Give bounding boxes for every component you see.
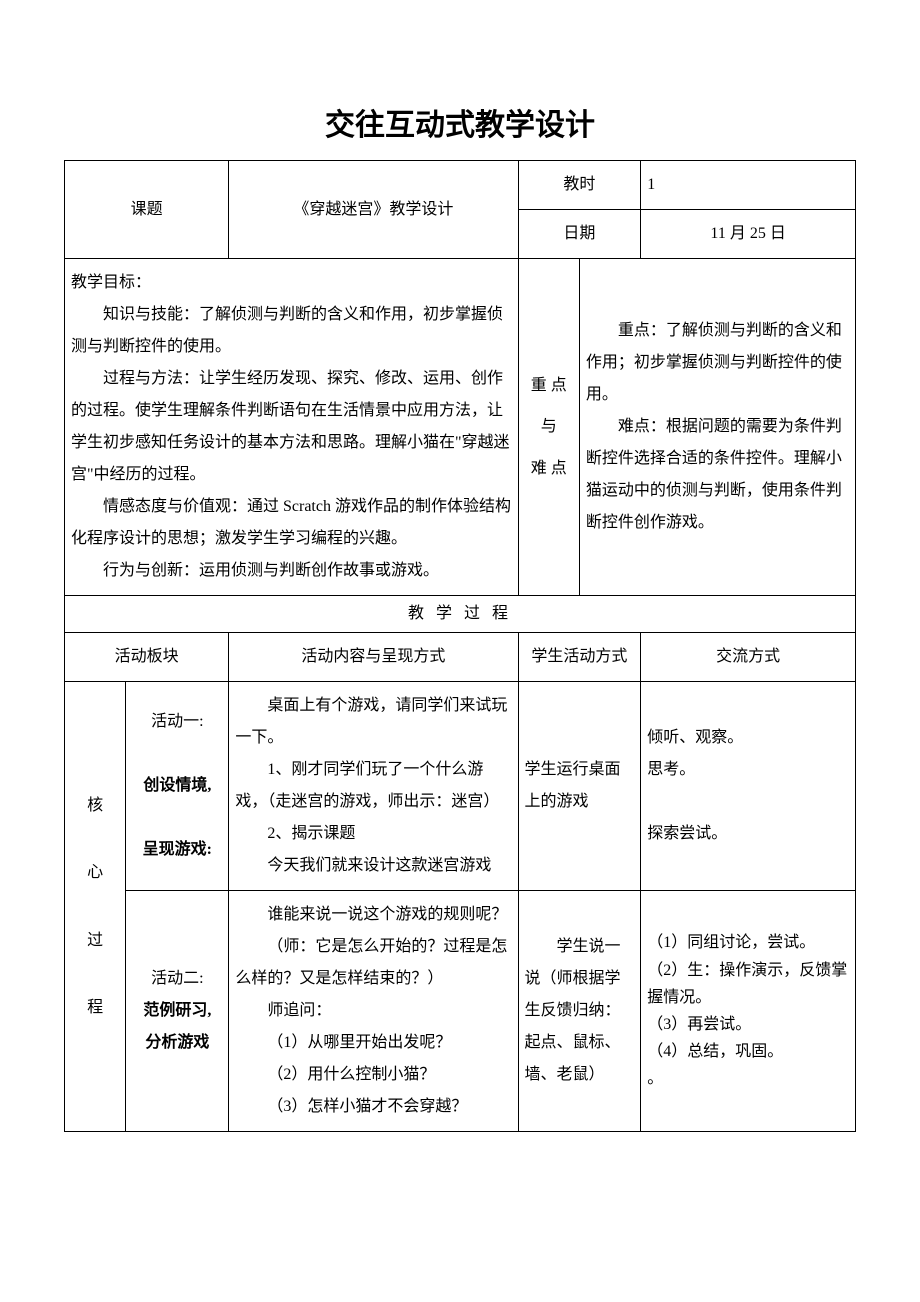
header-row-1: 课题 《穿越迷宫》教学设计 教时 1 — [65, 161, 856, 210]
objectives-p4: 行为与创新：运用侦测与判断创作故事或游戏。 — [71, 555, 512, 587]
kp-l3: 难 点 — [531, 460, 567, 477]
objectives-row: 教学目标： 知识与技能：了解侦测与判断的含义和作用，初步掌握侦测与判断控件的使用… — [65, 259, 856, 596]
jiaoshi-value: 1 — [641, 161, 856, 210]
act2-exchange: （1）同组讨论，尝试。 （2）生：操作演示，反馈掌握情况。 （3）再尝试。 （4… — [641, 891, 856, 1132]
activity-1-row: 核 心 过 程 活动一: 创设情境, 呈现游戏: 桌面上有个游戏，请同学们来试玩… — [65, 682, 856, 891]
act1-c2: 1、刚才同学们玩了一个什么游戏，（走迷宫的游戏，师出示：迷宫） — [235, 754, 511, 818]
act1-c4: 今天我们就来设计这款迷宫游戏 — [235, 850, 511, 882]
act2-e3: （3）再尝试。 — [647, 1011, 849, 1038]
act1-l2: 创设情境, — [143, 777, 211, 794]
act2-title: 活动二: 范例研习, 分析游戏 — [126, 891, 229, 1132]
keti-label: 课题 — [65, 161, 229, 259]
keypoints-cell: 重点：了解侦测与判断的含义和作用；初步掌握侦测与判断控件的使用。 难点：根据问题… — [579, 259, 855, 596]
objectives-heading: 教学目标： — [71, 267, 512, 299]
side-l1: 核 — [87, 797, 103, 814]
objectives-cell: 教学目标： 知识与技能：了解侦测与判断的含义和作用，初步掌握侦测与判断控件的使用… — [65, 259, 519, 596]
act2-c5: （2）用什么控制小猫？ — [235, 1059, 511, 1091]
side-l3: 过 — [87, 932, 103, 949]
col-exchange: 交流方式 — [641, 633, 856, 682]
act1-e2: 思考。 — [647, 754, 849, 786]
act1-content: 桌面上有个游戏，请同学们来试玩一下。 1、刚才同学们玩了一个什么游戏，（走迷宫的… — [229, 682, 518, 891]
act1-c3: 2、揭示课题 — [235, 818, 511, 850]
act1-student: 学生运行桌面上的游戏 — [518, 682, 641, 891]
keti-value: 《穿越迷宫》教学设计 — [229, 161, 518, 259]
act2-c1: 谁能来说一说这个游戏的规则呢？ — [235, 899, 511, 931]
act1-title: 活动一: 创设情境, 呈现游戏: — [126, 682, 229, 891]
act2-content: 谁能来说一说这个游戏的规则呢？ （师：它是怎么开始的？过程是怎么样的？又是怎样结… — [229, 891, 518, 1132]
lesson-plan-table: 课题 《穿越迷宫》教学设计 教时 1 日期 11 月 25 日 教学目标： 知识… — [64, 160, 856, 1132]
side-l2: 心 — [87, 864, 103, 881]
act1-l3: 呈现游戏: — [143, 841, 212, 858]
act1-l1: 活动一: — [151, 713, 203, 730]
side-l4: 程 — [87, 999, 103, 1016]
act1-e3: 探索尝试。 — [647, 818, 849, 850]
keypoints-p1: 重点：了解侦测与判断的含义和作用；初步掌握侦测与判断控件的使用。 — [586, 315, 849, 411]
act2-e5: 。 — [647, 1065, 849, 1092]
act1-c1: 桌面上有个游戏，请同学们来试玩一下。 — [235, 690, 511, 754]
page-title: 交往互动式教学设计 — [64, 100, 856, 144]
act2-student: 学生说一说（师根据学生反馈归纳：起点、鼠标、墙、老鼠） — [518, 891, 641, 1132]
act2-c2: （师：它是怎么开始的？过程是怎么样的？又是怎样结束的？） — [235, 931, 511, 995]
objectives-p2: 过程与方法：让学生经历发现、探究、修改、运用、创作的过程。使学生理解条件判断语句… — [71, 363, 512, 491]
col-content: 活动内容与呈现方式 — [229, 633, 518, 682]
columns-row: 活动板块 活动内容与呈现方式 学生活动方式 交流方式 — [65, 633, 856, 682]
act2-l1: 活动二: — [151, 970, 203, 987]
act1-exchange: 倾听、观察。 思考。 探索尝试。 — [641, 682, 856, 891]
act2-stu: 学生说一说（师根据学生反馈归纳：起点、鼠标、墙、老鼠） — [525, 931, 635, 1091]
kp-l2: 与 — [541, 418, 557, 435]
col-activity: 活动板块 — [65, 633, 229, 682]
process-header: 教 学 过 程 — [65, 596, 856, 633]
kp-l1: 重 点 — [531, 377, 567, 394]
keypoints-p2: 难点：根据问题的需要为条件判断控件选择合适的条件控件。理解小猫运动中的侦测与判断… — [586, 411, 849, 539]
act2-e4: （4）总结，巩固。 — [647, 1038, 849, 1065]
core-process-label: 核 心 过 程 — [65, 682, 126, 1132]
activity-2-row: 活动二: 范例研习, 分析游戏 谁能来说一说这个游戏的规则呢？ （师：它是怎么开… — [65, 891, 856, 1132]
keypoints-label: 重 点 与 难 点 — [518, 259, 579, 596]
act2-c6: （3）怎样小猫才不会穿越？ — [235, 1091, 511, 1123]
jiaoshi-label: 教时 — [518, 161, 641, 210]
act2-c4: （1）从哪里开始出发呢？ — [235, 1027, 511, 1059]
act2-e2: （2）生：操作演示，反馈掌握情况。 — [647, 957, 849, 1011]
act2-c3: 师追问： — [235, 995, 511, 1027]
act1-e1: 倾听、观察。 — [647, 722, 849, 754]
act2-l2: 范例研习, — [143, 1002, 211, 1019]
riqi-value: 11 月 25 日 — [641, 210, 856, 259]
objectives-p3: 情感态度与价值观：通过 Scratch 游戏作品的制作体验结构化程序设计的思想；… — [71, 491, 512, 555]
objectives-p1: 知识与技能：了解侦测与判断的含义和作用，初步掌握侦测与判断控件的使用。 — [71, 299, 512, 363]
act1-stu: 学生运行桌面上的游戏 — [525, 754, 635, 818]
act2-e1: （1）同组讨论，尝试。 — [647, 929, 849, 956]
riqi-label: 日期 — [518, 210, 641, 259]
process-header-row: 教 学 过 程 — [65, 596, 856, 633]
act2-l3: 分析游戏 — [145, 1034, 209, 1051]
col-student: 学生活动方式 — [518, 633, 641, 682]
